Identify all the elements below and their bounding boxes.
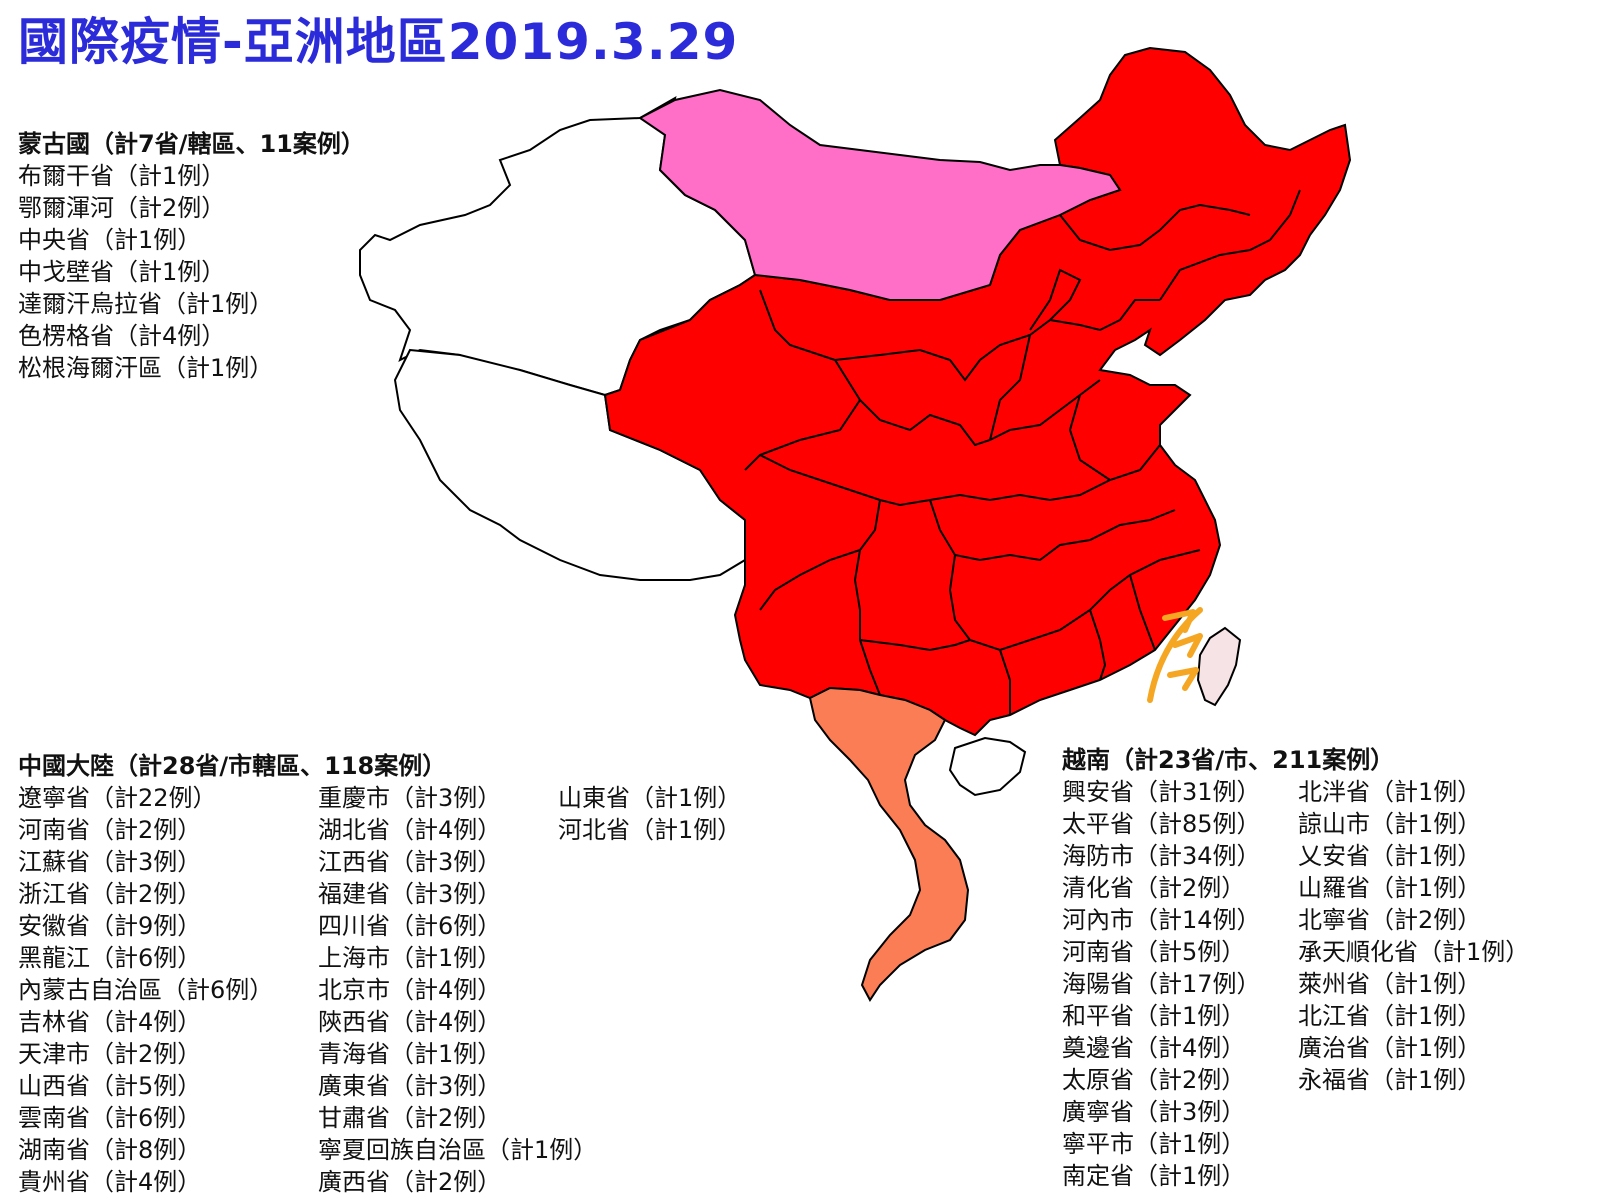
region-taiwan (1196, 626, 1242, 707)
province-boundaries (744, 189, 1301, 715)
list-item: 雲南省（計6例） (18, 1104, 202, 1132)
list-item: 遼寧省（計22例） (18, 784, 217, 812)
list-item: 北寧省（計2例） (1298, 906, 1482, 934)
list-item: 布爾干省（計1例） (18, 162, 226, 190)
list-item: 湖北省（計4例） (318, 816, 502, 844)
list-item: 廣寧省（計3例） (1062, 1098, 1246, 1126)
list-item: 安徽省（計9例） (18, 912, 202, 940)
list-item: 廣東省（計3例） (318, 1072, 502, 1100)
list-item: 湖南省（計8例） (18, 1136, 202, 1164)
list-item: 江蘇省（計3例） (18, 848, 202, 876)
list-item: 青海省（計1例） (318, 1040, 502, 1068)
mongolia-case-list: 蒙古國（計7省/轄區、11案例） 布爾干省（計1例） 鄂爾渾河（計2例） 中央省（計… (18, 128, 365, 384)
list-item: 天津市（計2例） (18, 1040, 202, 1068)
arrow-icon (1147, 607, 1203, 703)
list-item: 四川省（計6例） (318, 912, 502, 940)
list-item: 松根海爾汗區（計1例） (18, 354, 274, 382)
vietnam-header: 越南（計23省/市、211案例） (1062, 746, 1395, 774)
list-item: 浙江省（計2例） (18, 880, 202, 908)
region-tibet (393, 348, 746, 581)
list-item: 山羅省（計1例） (1298, 874, 1482, 902)
list-item: 和平省（計1例） (1062, 1002, 1246, 1030)
list-item: 乂安省（計1例） (1298, 842, 1482, 870)
list-item: 永福省（計1例） (1298, 1066, 1482, 1094)
list-item: 奠邊省（計4例） (1062, 1034, 1246, 1062)
list-item: 海防市（計34例） (1062, 842, 1261, 870)
list-item: 河北省（計1例） (558, 816, 742, 844)
list-item: 寧平市（計1例） (1062, 1130, 1246, 1158)
list-item: 河內市（計14例） (1062, 906, 1261, 934)
list-item: 河南省（計2例） (18, 816, 202, 844)
list-item: 海陽省（計17例） (1062, 970, 1261, 998)
list-item: 清化省（計2例） (1062, 874, 1246, 902)
list-item: 萊州省（計1例） (1298, 970, 1482, 998)
list-item: 內蒙古自治區（計6例） (18, 976, 274, 1004)
vietnam-case-list: 越南（計23省/市、211案例） 興安省（計31例） 太平省（計85例） 海防市（計… (1062, 744, 1529, 1192)
list-item: 山西省（計5例） (18, 1072, 202, 1100)
list-item: 河南省（計5例） (1062, 938, 1246, 966)
list-item: 北京市（計4例） (318, 976, 502, 1004)
list-item: 中央省（計1例） (18, 226, 202, 254)
list-item: 太原省（計2例） (1062, 1066, 1246, 1094)
list-item: 山東省（計1例） (558, 784, 742, 812)
list-item: 達爾汗烏拉省（計1例） (18, 290, 274, 318)
list-item: 承天順化省（計1例） (1298, 938, 1530, 966)
china-header: 中國大陸（計28省/市轄區、118案例） (18, 752, 447, 780)
china-case-list: 中國大陸（計28省/市轄區、118案例） 遼寧省（計22例） 河南省（計2例） 江蘇… (18, 750, 741, 1198)
list-item: 中戈壁省（計1例） (18, 258, 226, 286)
list-item: 興安省（計31例） (1062, 778, 1261, 806)
list-item: 陝西省（計4例） (318, 1008, 502, 1036)
list-item: 廣西省（計2例） (318, 1168, 502, 1196)
list-item: 重慶市（計3例） (318, 784, 502, 812)
list-item: 諒山市（計1例） (1298, 810, 1482, 838)
mongolia-header: 蒙古國（計7省/轄區、11案例） (18, 130, 365, 158)
region-hainan (948, 736, 1027, 797)
list-item: 北江省（計1例） (1298, 1002, 1482, 1030)
region-vietnam (808, 686, 970, 1002)
list-item: 黑龍江（計6例） (18, 944, 202, 972)
list-item: 寧夏回族自治區（計1例） (318, 1136, 598, 1164)
list-item: 廣治省（計1例） (1298, 1034, 1482, 1062)
page-title: 國際疫情-亞洲地區2019.3.29 (18, 13, 739, 71)
list-item: 吉林省（計4例） (18, 1008, 202, 1036)
list-item: 福建省（計3例） (318, 880, 502, 908)
list-item: 鄂爾渾河（計2例） (18, 194, 226, 222)
list-item: 甘肅省（計2例） (318, 1104, 502, 1132)
list-item: 上海市（計1例） (318, 944, 502, 972)
region-mongolia (638, 88, 1122, 301)
list-item: 貴州省（計4例） (18, 1168, 202, 1196)
list-item: 太平省（計85例） (1062, 810, 1261, 838)
list-item: 色楞格省（計4例） (18, 322, 226, 350)
list-item: 南定省（計1例） (1062, 1162, 1246, 1190)
list-item: 北泮省（計1例） (1298, 778, 1482, 806)
list-item: 江西省（計3例） (318, 848, 502, 876)
